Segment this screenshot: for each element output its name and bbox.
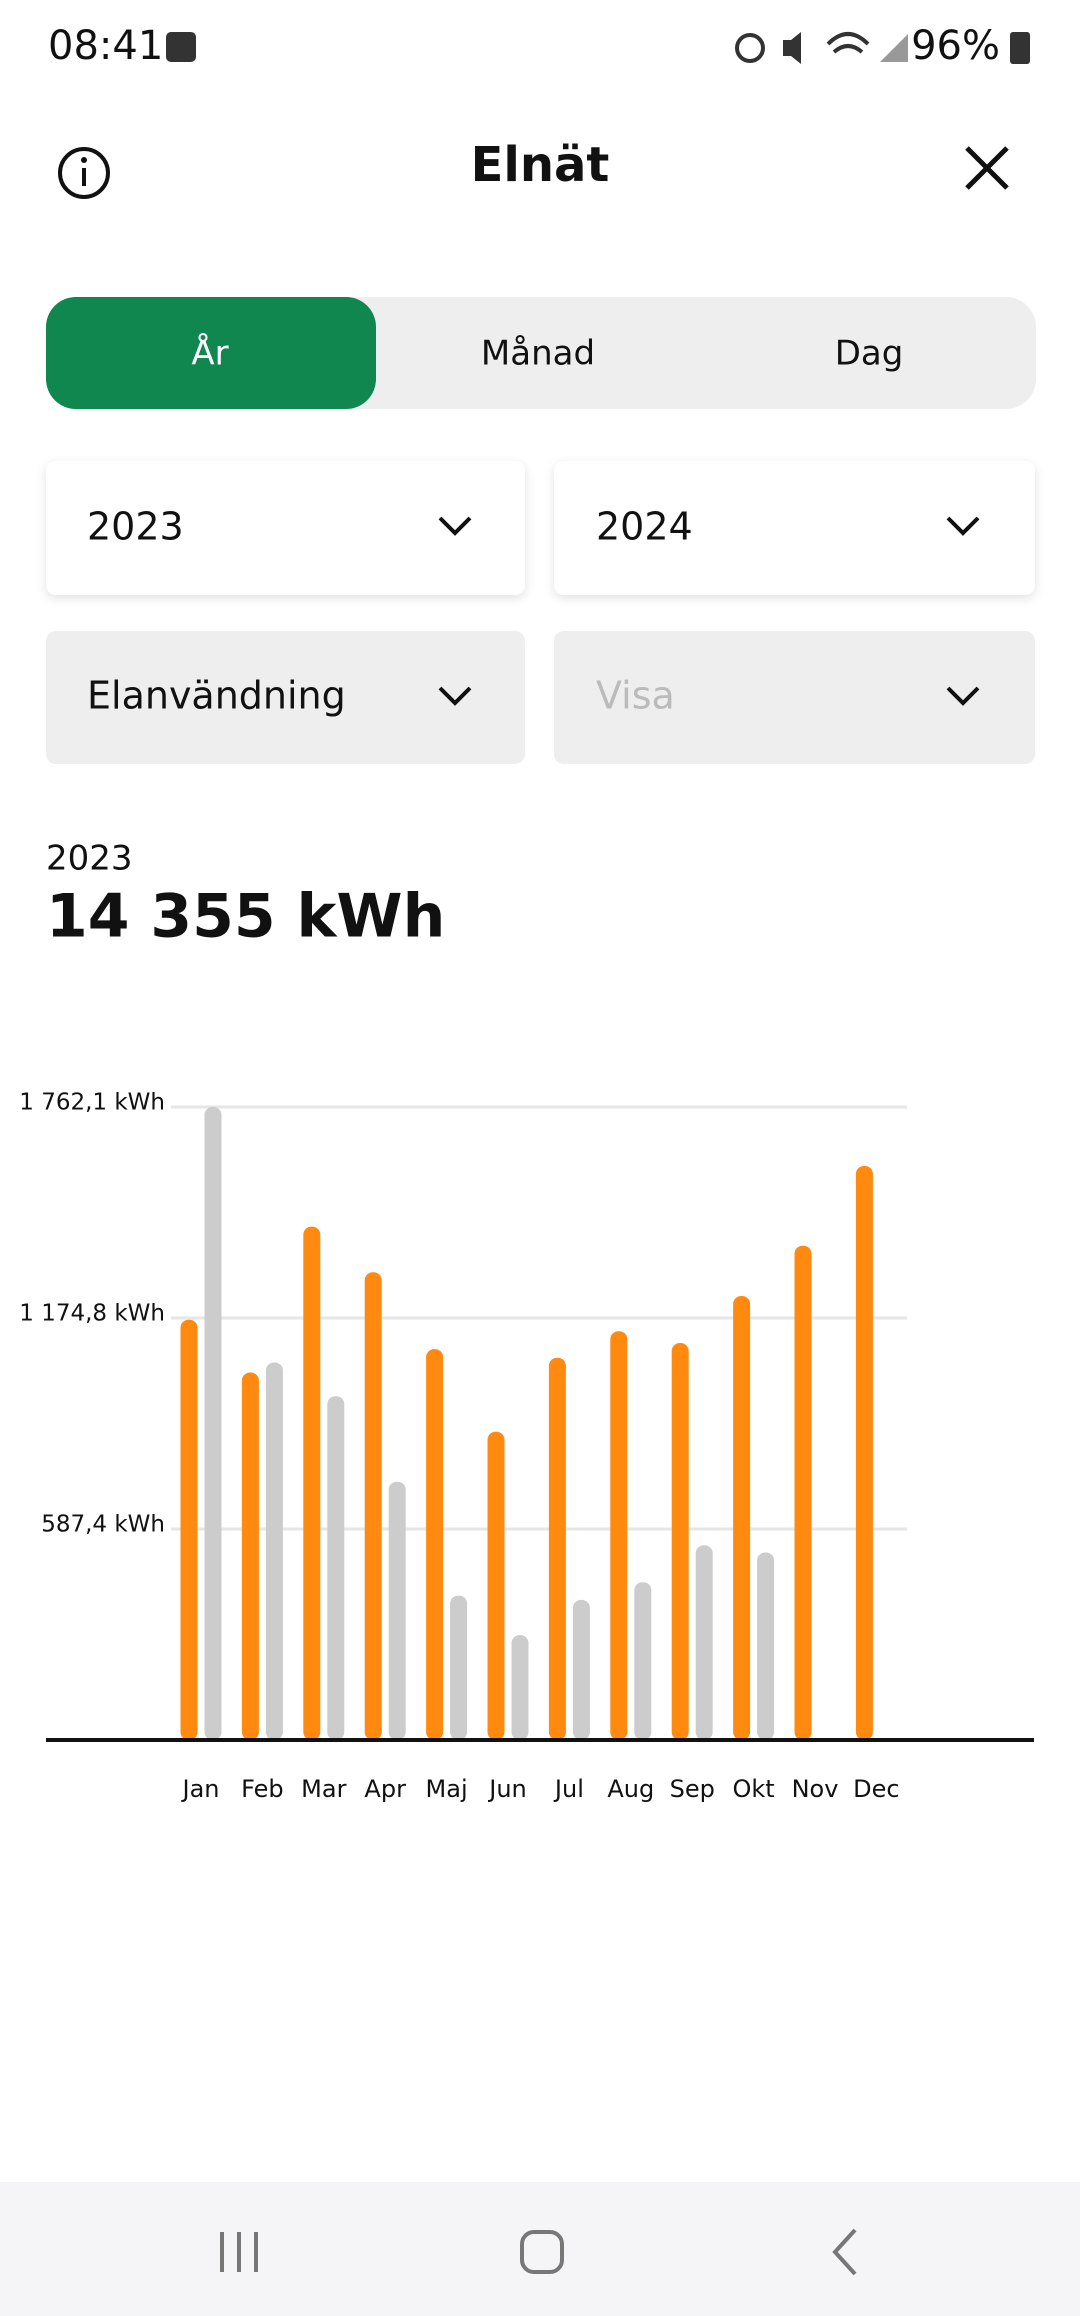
- chevron: [946, 686, 980, 706]
- x-tick-label: Sep: [670, 1775, 715, 1803]
- x-tick-label: Okt: [732, 1775, 774, 1803]
- chevron: [438, 686, 472, 706]
- bar: [204, 1107, 222, 1740]
- x-tick-label: Aug: [607, 1775, 654, 1803]
- x-tick-label: Mar: [301, 1775, 346, 1803]
- alarm-icon: [735, 33, 765, 63]
- bar: [757, 1552, 775, 1740]
- measure-dropdown[interactable]: [46, 631, 525, 764]
- bar: [327, 1396, 345, 1740]
- mute-icon: [783, 32, 801, 64]
- tab[interactable]: Dag: [835, 334, 904, 374]
- chevron: [946, 516, 980, 536]
- bar: [265, 1362, 283, 1740]
- battery-level: 96%: [911, 23, 1000, 69]
- bar: [426, 1349, 444, 1740]
- bar: [450, 1595, 468, 1740]
- home-button[interactable]: [520, 2230, 564, 2274]
- compare-year-dropdown[interactable]: [554, 461, 1035, 595]
- close-button[interactable]: [965, 146, 1009, 190]
- bar: [241, 1372, 259, 1740]
- tab-active[interactable]: [46, 297, 376, 409]
- year-dropdown[interactable]: [46, 461, 525, 595]
- tab[interactable]: År: [191, 333, 228, 374]
- bar: [180, 1319, 198, 1740]
- info-button[interactable]: [58, 147, 110, 199]
- x-tick-label: Maj: [426, 1775, 468, 1803]
- y-tick-label: 1 762,1 kWh: [19, 1090, 165, 1116]
- back-button[interactable]: [832, 2228, 857, 2276]
- bar: [610, 1331, 628, 1740]
- bar: [388, 1481, 406, 1740]
- bar: [671, 1343, 689, 1740]
- gallery-icon: [166, 32, 196, 62]
- y-tick-label: 1 174,8 kWh: [19, 1300, 165, 1326]
- signal-icon: [880, 34, 908, 62]
- x-tick-label: Dec: [853, 1775, 899, 1803]
- summary-total: 14 355 kWh: [46, 882, 445, 952]
- info-icon[interactable]: [58, 147, 110, 199]
- tab[interactable]: Månad: [481, 334, 595, 374]
- x-tick-label: Apr: [364, 1775, 406, 1803]
- bar: [855, 1165, 873, 1740]
- dropdown-placeholder: Visa: [596, 674, 675, 718]
- bar: [364, 1272, 382, 1740]
- bar: [572, 1599, 590, 1740]
- info-icon-dot: [81, 157, 87, 163]
- bar: [733, 1295, 751, 1740]
- recents-button[interactable]: [220, 2232, 258, 2272]
- battery-icon: [1010, 32, 1030, 64]
- x-tick-label: Jun: [487, 1775, 527, 1803]
- bar: [548, 1357, 566, 1740]
- y-tick-label: 587,4 kWh: [41, 1511, 165, 1537]
- x-tick-label: Jan: [181, 1775, 220, 1803]
- bar: [634, 1582, 652, 1740]
- bar: [794, 1245, 812, 1740]
- header-title: Elnät: [471, 137, 610, 193]
- chevron: [438, 516, 472, 536]
- bar: [511, 1635, 529, 1740]
- bar: [487, 1431, 505, 1740]
- chart: 587,4 kWh 1 174,8 kWh 1 762,1 kWh Jan Feb Mar…: [19, 1090, 1034, 1803]
- bar: [695, 1545, 713, 1740]
- nav-bar: [0, 2182, 1080, 2316]
- dropdown-value: Elanvändning: [87, 674, 346, 718]
- status-time: 08:41: [48, 23, 163, 69]
- show-dropdown[interactable]: [554, 631, 1035, 764]
- bar: [303, 1226, 321, 1740]
- x-tick-label: Jul: [553, 1775, 584, 1803]
- wifi-icon: [826, 32, 870, 54]
- summary-year: 2023: [46, 839, 133, 879]
- dropdown-value: 2024: [596, 505, 693, 549]
- x-tick-label: Nov: [792, 1775, 839, 1803]
- x-tick-label: Feb: [241, 1775, 284, 1803]
- dropdown-value: 2023: [87, 505, 184, 549]
